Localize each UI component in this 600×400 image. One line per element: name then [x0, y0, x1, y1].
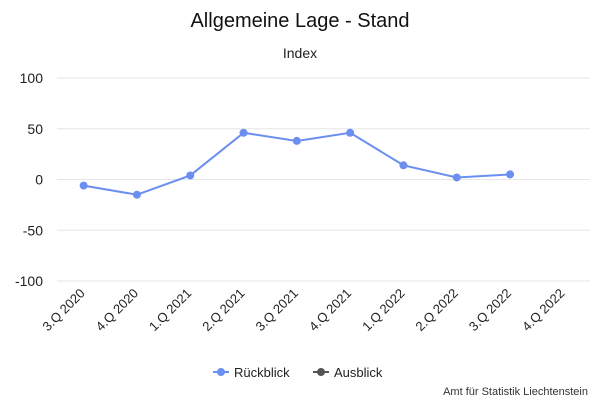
legend-item[interactable]: Rückblick	[213, 365, 290, 380]
legend-label: Ausblick	[334, 365, 383, 380]
legend-label: Rückblick	[234, 365, 290, 380]
legend-marker	[317, 368, 325, 376]
gridlines	[57, 77, 590, 282]
data-point[interactable]	[506, 170, 515, 179]
data-point[interactable]	[346, 128, 355, 137]
x-tick-label: 3.Q 2022	[466, 286, 514, 334]
x-axis: 3.Q 2020 4.Q 2020 1.Q 2021 2.Q 2021 3.Q 2021…	[39, 286, 567, 334]
data-point[interactable]	[452, 173, 461, 182]
chart-title: Allgemeine Lage - Stand	[190, 10, 409, 32]
x-tick-label: 2.Q 2022	[412, 286, 460, 334]
x-tick-label: 3.Q 2020	[39, 286, 87, 334]
y-tick-label: 50	[27, 121, 43, 137]
legend[interactable]: Rückblick Ausblick	[213, 365, 383, 380]
x-tick-label: 2.Q 2021	[199, 286, 247, 334]
legend-item[interactable]: Ausblick	[313, 365, 383, 380]
x-tick-label: 3.Q 2021	[253, 286, 301, 334]
y-tick-label: -100	[15, 273, 43, 289]
y-axis: 100 50 0 -50 -100	[15, 70, 43, 289]
data-point[interactable]	[239, 128, 248, 137]
data-point[interactable]	[292, 136, 301, 145]
chart-subtitle: Index	[283, 45, 317, 61]
y-tick-label: 100	[20, 70, 44, 86]
data-point[interactable]	[132, 190, 141, 199]
y-tick-label: -50	[23, 222, 43, 238]
x-tick-label: 1.Q 2021	[146, 286, 194, 334]
y-tick-label: 0	[35, 172, 43, 188]
x-tick-label: 4.Q 2022	[519, 286, 567, 334]
credit-text[interactable]: Amt für Statistik Liechtenstein	[443, 386, 588, 398]
series	[79, 128, 515, 199]
x-tick-label: 4.Q 2020	[93, 286, 141, 334]
legend-marker	[217, 368, 225, 376]
x-tick-label: 4.Q 2021	[306, 286, 354, 334]
x-tick-label: 1.Q 2022	[359, 286, 407, 334]
data-point[interactable]	[79, 181, 88, 190]
data-point[interactable]	[186, 171, 195, 180]
data-point[interactable]	[399, 161, 408, 170]
